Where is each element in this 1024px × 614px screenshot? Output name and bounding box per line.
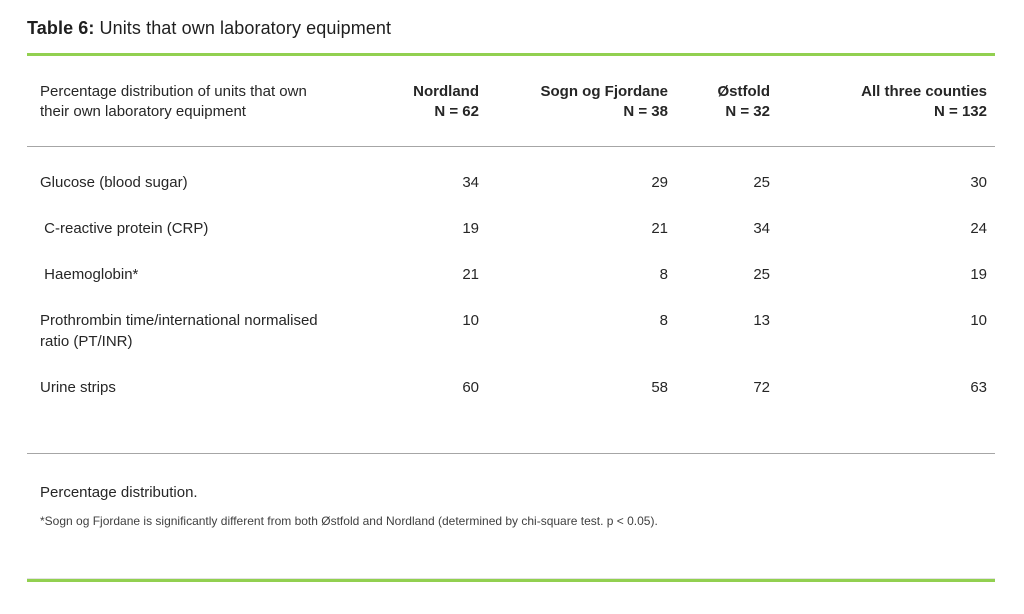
value-cell: 21 — [651, 220, 668, 237]
table-footer: Percentage distribution. *Sogn og Fjorda… — [27, 453, 995, 530]
value-cell: 34 — [753, 220, 770, 237]
county-n: N = 62 — [434, 103, 479, 120]
value-cell: 8 — [659, 266, 668, 283]
county-name: Sogn og Fjordane — [540, 83, 669, 100]
value-cell: 29 — [651, 174, 668, 191]
table-number-label: Table 6: — [27, 18, 95, 38]
table-caption: Table 6: Units that own laboratory equipm… — [27, 16, 995, 40]
value-cell: 13 — [753, 312, 770, 329]
header-row: Percentage distribution of units that ow… — [27, 56, 995, 147]
value-cell: 63 — [970, 379, 987, 396]
equipment-table: Percentage distribution of units that ow… — [27, 56, 995, 453]
footer-note: Percentage distribution. — [40, 484, 198, 501]
table-row-urine-strips: Urine strips 60 58 72 63 — [27, 352, 995, 453]
value-cell: 34 — [462, 174, 479, 191]
value-cell: 10 — [970, 312, 987, 329]
value-cell: 19 — [462, 220, 479, 237]
value-cell: 58 — [651, 379, 668, 396]
county-name: Østfold — [717, 83, 771, 100]
county-name: All three counties — [861, 83, 987, 100]
top-accent-rule — [27, 53, 995, 56]
county-n: N = 38 — [623, 103, 668, 120]
table-row-haemoglobin: Haemoglobin* 21 8 25 19 — [27, 239, 995, 285]
county-n: N = 32 — [725, 103, 770, 120]
column-header-ostfold: Østfold N = 32 — [668, 56, 770, 147]
row-label: Glucose (blood sugar) — [40, 174, 188, 191]
county-n: N = 132 — [934, 103, 987, 120]
value-cell: 10 — [462, 312, 479, 329]
bottom-accent-rule — [27, 579, 995, 582]
significance-footnote: *Sogn og Fjordane is significantly diffe… — [40, 514, 658, 528]
column-header-all-counties: All three counties N = 132 — [770, 56, 995, 147]
value-cell: 60 — [462, 379, 479, 396]
table-row-crp: C-reactive protein (CRP) 19 21 34 24 — [27, 193, 995, 239]
value-cell: 24 — [970, 220, 987, 237]
table-figure: Table 6: Units that own laboratory equipm… — [27, 16, 995, 582]
county-name: Nordland — [413, 83, 479, 100]
value-cell: 72 — [753, 379, 770, 396]
value-cell: 8 — [659, 312, 668, 329]
row-label: Prothrombin time/international normalise… — [40, 312, 322, 350]
column-header-nordland: Nordland N = 62 — [365, 56, 479, 147]
row-label: Urine strips — [40, 379, 116, 396]
column-header-row-label: Percentage distribution of units that ow… — [27, 56, 365, 147]
table-row-pt-inr: Prothrombin time/international normalise… — [27, 285, 995, 352]
value-cell: 30 — [970, 174, 987, 191]
column-header-sogn-og-fjordane: Sogn og Fjordane N = 38 — [479, 56, 668, 147]
value-cell: 25 — [753, 174, 770, 191]
value-cell: 19 — [970, 266, 987, 283]
table-row-glucose: Glucose (blood sugar) 34 29 25 30 — [27, 147, 995, 194]
table-caption-text: Units that own laboratory equipment — [99, 18, 392, 38]
value-cell: 25 — [753, 266, 770, 283]
value-cell: 21 — [462, 266, 479, 283]
row-label: C-reactive protein (CRP) — [40, 220, 209, 237]
row-label: Haemoglobin* — [40, 266, 139, 283]
